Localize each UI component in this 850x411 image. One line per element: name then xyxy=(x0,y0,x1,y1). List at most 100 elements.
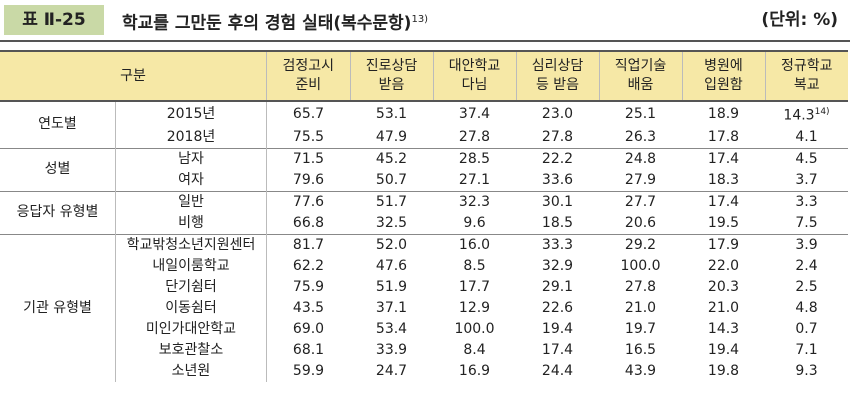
cell-value: 9.6 xyxy=(463,214,486,231)
column-header-line: 정규학교 xyxy=(780,58,833,74)
cell-value: 28.5 xyxy=(458,150,491,167)
row-label: 이동쉼터 xyxy=(115,297,267,319)
table-row: 2018년 75.5 47.9 27.8 27.8 26.3 17.8 4.1 xyxy=(0,126,848,149)
cell: 2.4 xyxy=(765,256,848,277)
cell-value: 24.8 xyxy=(624,150,657,167)
title-text: 학교를 그만둔 후의 경험 실태(복수문항) xyxy=(122,13,412,34)
cell: 65.7 xyxy=(266,100,350,127)
cell-value: 20.6 xyxy=(624,214,657,231)
cell: 33.3 xyxy=(516,233,599,256)
cell: 30.1 xyxy=(516,190,599,213)
cell-value: 20.3 xyxy=(707,278,740,295)
cell: 17.8 xyxy=(682,127,765,149)
cell: 3.9 xyxy=(765,233,848,256)
table-row: 미인가대안학교 69.0 53.4 100.0 19.4 19.7 14.3 0.7 xyxy=(0,318,848,340)
cell-value: 21.0 xyxy=(707,299,740,316)
row-label: 일반 xyxy=(115,190,267,213)
cell-value: 71.5 xyxy=(292,150,325,167)
cell-value: 27.8 xyxy=(541,128,574,145)
cell-value: 33.3 xyxy=(541,236,574,253)
column-header: 정규학교 복교 xyxy=(764,50,848,102)
cell: 24.4 xyxy=(516,361,599,382)
cell: 77.6 xyxy=(266,190,350,213)
cell-value: 2.5 xyxy=(795,278,818,295)
cell: 23.0 xyxy=(516,100,599,127)
cell-value: 27.7 xyxy=(624,193,657,210)
cell: 19.8 xyxy=(682,361,765,382)
column-header-line: 다님 xyxy=(461,77,488,93)
column-header: 병원에 입원함 xyxy=(681,50,765,102)
column-header-line: 병원에 xyxy=(704,58,743,74)
cell-value: 25.1 xyxy=(624,105,657,122)
cell-value: 17.4 xyxy=(541,341,574,358)
cell: 16.0 xyxy=(433,233,516,256)
cell: 7.1 xyxy=(765,340,848,361)
row-label: 학교밖청소년지원센터 xyxy=(115,233,267,256)
cell-value: 16.9 xyxy=(458,362,491,379)
cell-value: 22.2 xyxy=(541,150,574,167)
column-header-line: 등 받음 xyxy=(535,77,580,93)
cell: 27.9 xyxy=(599,170,682,192)
column-header-line: 대안학교 xyxy=(448,58,501,74)
cell: 17.7 xyxy=(433,277,516,298)
row-label: 2018년 xyxy=(115,126,267,149)
cell: 33.6 xyxy=(516,170,599,192)
cell-value: 32.9 xyxy=(541,257,574,274)
group-label: 기관 유형별 xyxy=(0,233,116,382)
cell-value: 27.9 xyxy=(624,171,657,188)
cell: 32.5 xyxy=(350,213,433,235)
cell: 81.7 xyxy=(266,233,350,256)
cell: 4.1 xyxy=(765,127,848,149)
cell: 27.8 xyxy=(599,277,682,298)
cell: 75.5 xyxy=(267,127,351,149)
cell-value: 17.4 xyxy=(707,150,740,167)
table-row: 보호관찰소 68.1 33.9 8.4 17.4 16.5 19.4 7.1 xyxy=(0,339,848,361)
cell: 18.5 xyxy=(516,213,599,235)
cell-value: 7.1 xyxy=(795,341,818,358)
cell-value: 26.3 xyxy=(624,128,657,145)
cell: 71.5 xyxy=(266,147,350,170)
cell-value: 0.7 xyxy=(795,320,818,337)
cell-value: 50.7 xyxy=(375,171,408,188)
cell-value: 19.4 xyxy=(541,320,574,337)
table-row: 이동쉼터 43.5 37.1 12.9 22.6 21.0 21.0 4.8 xyxy=(0,297,848,319)
cell-value: 43.9 xyxy=(624,362,657,379)
cell: 51.7 xyxy=(350,190,433,213)
cell: 69.0 xyxy=(267,319,351,340)
cell: 52.0 xyxy=(350,233,433,256)
cell: 27.8 xyxy=(516,127,599,149)
row-label: 남자 xyxy=(115,147,267,170)
cell: 100.0 xyxy=(433,319,516,340)
cell-value: 3.3 xyxy=(795,193,818,210)
cell-value: 16.5 xyxy=(624,341,657,358)
cell: 19.5 xyxy=(682,213,765,235)
cell-value: 17.4 xyxy=(707,193,740,210)
table-row: 응답자 유형별 일반 77.6 51.7 32.3 30.1 27.7 17.4 3.3 xyxy=(0,190,848,235)
cell-value: 27.1 xyxy=(458,171,491,188)
cell: 22.2 xyxy=(516,147,599,170)
cell-value: 27.8 xyxy=(624,278,657,295)
cell-value: 100.0 xyxy=(454,320,495,337)
cell: 20.3 xyxy=(682,277,765,298)
cell-value: 52.0 xyxy=(375,236,408,253)
cell-value: 24.7 xyxy=(375,362,408,379)
cell-value: 14.3 xyxy=(783,107,815,124)
cell-value: 53.4 xyxy=(375,320,408,337)
cell-value: 8.4 xyxy=(463,341,486,358)
cell: 17.4 xyxy=(682,190,765,213)
cell-value: 14.3 xyxy=(707,320,740,337)
cell: 21.0 xyxy=(599,298,682,319)
table-row: 내일이룸학교 62.2 47.6 8.5 32.9 100.0 22.0 2.4 xyxy=(0,255,848,277)
cell-value: 81.7 xyxy=(292,236,325,253)
cell-value: 69.0 xyxy=(292,320,325,337)
cell: 22.0 xyxy=(682,256,765,277)
column-header: 직업기술 배움 xyxy=(598,50,682,102)
cell: 68.1 xyxy=(267,340,351,361)
cell: 50.7 xyxy=(350,170,433,192)
row-label: 보호관찰소 xyxy=(115,339,267,361)
cell: 66.8 xyxy=(267,213,351,235)
cell-value: 21.0 xyxy=(624,299,657,316)
cell: 37.4 xyxy=(433,100,516,127)
header-row: 구분 검정고시 준비 진로상담 받음 대안학교 다님 심리상담 등 받음 직업기술 배움 병원에 입원함… xyxy=(0,50,848,102)
